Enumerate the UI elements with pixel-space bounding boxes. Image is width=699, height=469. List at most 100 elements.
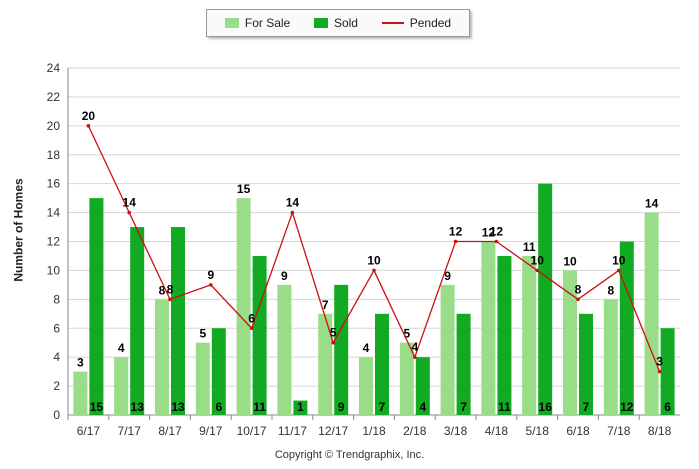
data-label-sold-12/17: 9 xyxy=(338,400,345,414)
bar-for-sale-1/18 xyxy=(359,357,373,415)
bar-sold-3/18 xyxy=(456,313,471,415)
data-label-for-sale-6/18: 10 xyxy=(563,254,577,268)
data-label-pended-8/17: 8 xyxy=(167,282,174,296)
x-tick-label-12/17: 12/17 xyxy=(318,424,348,438)
y-tick-label-6: 6 xyxy=(53,321,60,335)
bar-sold-2/18 xyxy=(415,357,430,415)
data-label-pended-5/18: 10 xyxy=(531,253,545,267)
legend: For Sale Sold Pended xyxy=(206,9,470,37)
data-label-sold-8/18: 6 xyxy=(664,400,671,414)
data-label-sold-8/17: 13 xyxy=(171,400,185,414)
y-tick-label-16: 16 xyxy=(47,177,61,191)
data-label-sold-10/17: 11 xyxy=(253,400,266,414)
bar-sold-6/18 xyxy=(579,313,593,415)
legend-label-sold: Sold xyxy=(333,16,358,30)
x-tick-label-7/18: 7/18 xyxy=(607,424,631,438)
y-tick-label-18: 18 xyxy=(47,148,61,162)
bar-for-sale-11/17 xyxy=(277,284,292,415)
data-label-pended-7/17: 14 xyxy=(123,196,137,210)
copyright: Copyright © Trendgraphix, Inc. xyxy=(274,449,425,461)
data-label-for-sale-5/18: 11 xyxy=(523,240,536,254)
data-label-sold-9/17: 6 xyxy=(215,400,222,414)
bar-for-sale-4/18 xyxy=(481,241,496,415)
legend-swatch-for-sale xyxy=(224,18,239,28)
point-pended-7/17 xyxy=(127,210,131,215)
data-label-sold-3/18: 7 xyxy=(460,400,467,414)
data-label-sold-4/18: 11 xyxy=(498,400,511,414)
bar-for-sale-5/18 xyxy=(522,255,537,415)
point-pended-7/18 xyxy=(617,268,621,273)
x-tick-label-3/18: 3/18 xyxy=(444,424,468,438)
data-label-pended-10/17: 6 xyxy=(248,311,255,325)
data-label-for-sale-12/17: 7 xyxy=(322,298,329,312)
y-tick-label-4: 4 xyxy=(53,350,60,364)
legend-swatch-pended xyxy=(381,22,404,24)
bar-for-sale-9/17 xyxy=(195,342,210,415)
x-tick-label-9/17: 9/17 xyxy=(199,424,223,438)
bar-sold-1/18 xyxy=(375,313,389,415)
legend-swatch-sold xyxy=(313,18,328,28)
data-label-for-sale-7/17: 4 xyxy=(118,341,125,355)
data-label-for-sale-1/18: 4 xyxy=(363,341,370,355)
x-tick-label-2/18: 2/18 xyxy=(403,424,427,438)
point-pended-2/18 xyxy=(413,355,417,359)
bar-sold-4/18 xyxy=(497,255,512,415)
data-label-pended-12/17: 5 xyxy=(330,326,337,340)
bar-for-sale-7/17 xyxy=(114,357,129,415)
data-label-pended-11/17: 14 xyxy=(286,196,300,210)
data-label-for-sale-9/17: 5 xyxy=(199,327,206,341)
bar-sold-7/17 xyxy=(130,227,145,415)
y-tick-label-12: 12 xyxy=(47,235,61,249)
data-label-for-sale-10/17: 15 xyxy=(237,182,251,196)
bar-sold-9/17 xyxy=(211,328,226,415)
x-tick-label-4/18: 4/18 xyxy=(485,424,509,438)
y-tick-label-14: 14 xyxy=(47,206,61,220)
point-pended-6/17 xyxy=(86,124,91,128)
y-tick-label-8: 8 xyxy=(53,292,60,306)
point-pended-5/18 xyxy=(535,268,539,273)
data-label-sold-11/17: 1 xyxy=(297,400,304,414)
bar-for-sale-2/18 xyxy=(399,342,414,415)
x-tick-label-7/17: 7/17 xyxy=(118,424,142,438)
x-tick-label-8/17: 8/17 xyxy=(158,424,182,438)
data-label-pended-7/18: 10 xyxy=(612,253,626,267)
x-tick-label-10/17: 10/17 xyxy=(237,424,267,438)
legend-item-pended: Pended xyxy=(381,16,451,30)
bar-sold-6/17 xyxy=(89,198,104,415)
data-label-for-sale-8/17: 8 xyxy=(159,283,166,297)
bar-for-sale-8/17 xyxy=(155,299,169,415)
data-label-for-sale-11/17: 9 xyxy=(281,269,288,283)
x-tick-label-8/18: 8/18 xyxy=(648,424,672,438)
point-pended-4/18 xyxy=(494,239,499,244)
y-tick-label-0: 0 xyxy=(53,408,60,422)
x-tick-label-11/17: 11/17 xyxy=(278,424,307,438)
point-pended-12/17 xyxy=(331,340,336,345)
data-label-pended-9/17: 9 xyxy=(207,268,214,282)
data-label-sold-7/17: 13 xyxy=(131,400,145,414)
data-label-sold-7/18: 12 xyxy=(620,400,634,414)
x-tick-label-6/18: 6/18 xyxy=(566,424,590,438)
data-label-for-sale-2/18: 5 xyxy=(403,327,410,341)
bar-sold-12/17 xyxy=(334,284,349,415)
legend-item-for-sale: For Sale xyxy=(224,16,291,30)
point-pended-3/18 xyxy=(453,239,458,244)
data-label-pended-4/18: 12 xyxy=(490,225,504,239)
legend-item-sold: Sold xyxy=(313,16,358,30)
bar-for-sale-6/17 xyxy=(73,371,88,415)
data-label-for-sale-4/18: 12 xyxy=(482,226,496,240)
data-label-pended-2/18: 4 xyxy=(411,340,418,354)
data-label-sold-2/18: 4 xyxy=(419,400,426,414)
x-tick-label-1/18: 1/18 xyxy=(362,424,386,438)
point-pended-9/17 xyxy=(209,283,213,287)
y-tick-label-20: 20 xyxy=(47,119,61,133)
data-label-sold-6/17: 15 xyxy=(90,400,104,414)
point-pended-8/18 xyxy=(657,369,662,374)
data-label-for-sale-6/17: 3 xyxy=(77,356,84,370)
bar-for-sale-10/17 xyxy=(236,198,251,415)
y-tick-label-2: 2 xyxy=(53,379,60,393)
data-label-pended-6/18: 8 xyxy=(575,282,582,296)
bar-sold-8/17 xyxy=(171,227,185,415)
legend-label-for-sale: For Sale xyxy=(244,16,291,30)
bar-sold-10/17 xyxy=(252,255,267,415)
